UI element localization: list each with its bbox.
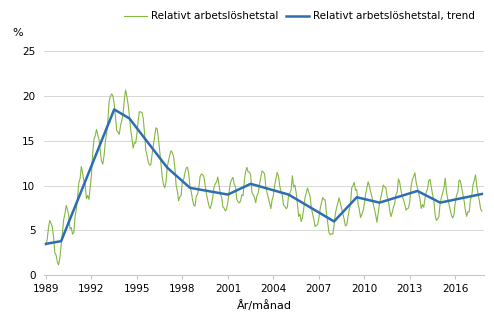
Relativt arbetslöshetstal (381, 185, 387, 189)
Relativt arbetslöshetstal, trend (406, 192, 412, 196)
Relativt arbetslöshetstal, trend (380, 200, 386, 204)
X-axis label: År/månad: År/månad (237, 300, 292, 311)
Relativt arbetslöshetstal, trend (111, 108, 117, 111)
Relativt arbetslöshetstal (407, 199, 413, 203)
Legend: Relativt arbetslöshetstal, Relativt arbetslöshetstal, trend: Relativt arbetslöshetstal, Relativt arbe… (120, 7, 480, 26)
Relativt arbetslöshetstal, trend (479, 192, 485, 196)
Relativt arbetslöshetstal, trend (407, 191, 413, 195)
Relativt arbetslöshetstal (56, 263, 62, 267)
Relativt arbetslöshetstal (479, 209, 485, 213)
Relativt arbetslöshetstal, trend (120, 113, 126, 116)
Text: %: % (12, 28, 23, 38)
Relativt arbetslöshetstal, trend (43, 242, 49, 246)
Relativt arbetslöshetstal (43, 243, 49, 247)
Relativt arbetslöshetstal (123, 88, 128, 92)
Relativt arbetslöshetstal, trend (169, 170, 175, 174)
Relativt arbetslöshetstal, trend (439, 200, 445, 204)
Line: Relativt arbetslöshetstal: Relativt arbetslöshetstal (46, 90, 482, 265)
Line: Relativt arbetslöshetstal, trend: Relativt arbetslöshetstal, trend (46, 109, 482, 244)
Relativt arbetslöshetstal (170, 155, 176, 158)
Relativt arbetslöshetstal (408, 184, 414, 188)
Relativt arbetslöshetstal (120, 112, 126, 116)
Relativt arbetslöshetstal (440, 191, 446, 195)
